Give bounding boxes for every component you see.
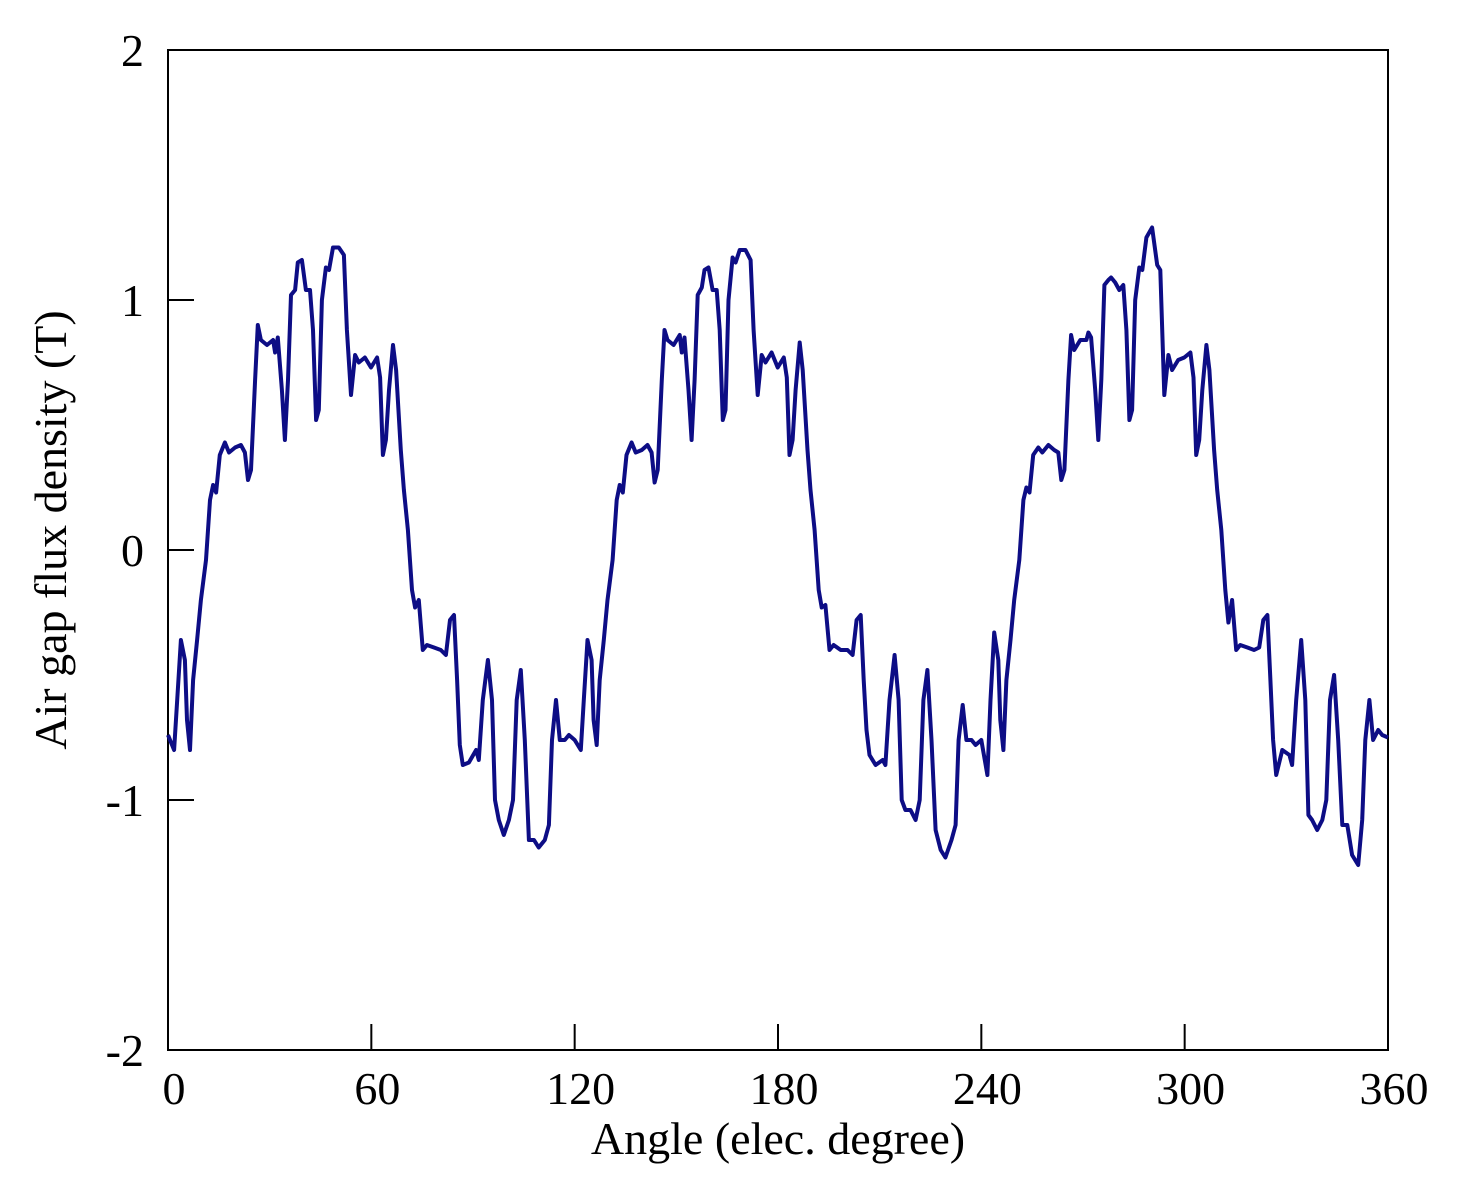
y-tick-label: 2 — [121, 25, 144, 76]
data-line — [166, 225, 1389, 867]
y-tick-label: 1 — [121, 275, 144, 326]
x-tick-label: 60 — [354, 1063, 400, 1114]
y-tick-label: -1 — [106, 775, 144, 826]
x-tick-label: 0 — [163, 1063, 186, 1114]
x-tick-label: 120 — [546, 1063, 615, 1114]
y-tick-label: 0 — [121, 525, 144, 576]
y-axis-label: Air gap flux density (T) — [25, 310, 76, 749]
x-tick-label: 180 — [750, 1063, 819, 1114]
x-tick-label: 300 — [1156, 1063, 1225, 1114]
x-axis-label: Angle (elec. degree) — [591, 1113, 965, 1164]
y-tick-label: -2 — [106, 1025, 144, 1076]
x-tick-label: 360 — [1360, 1063, 1429, 1114]
x-tick-label: 240 — [953, 1063, 1022, 1114]
plot-frame — [167, 49, 1389, 1051]
